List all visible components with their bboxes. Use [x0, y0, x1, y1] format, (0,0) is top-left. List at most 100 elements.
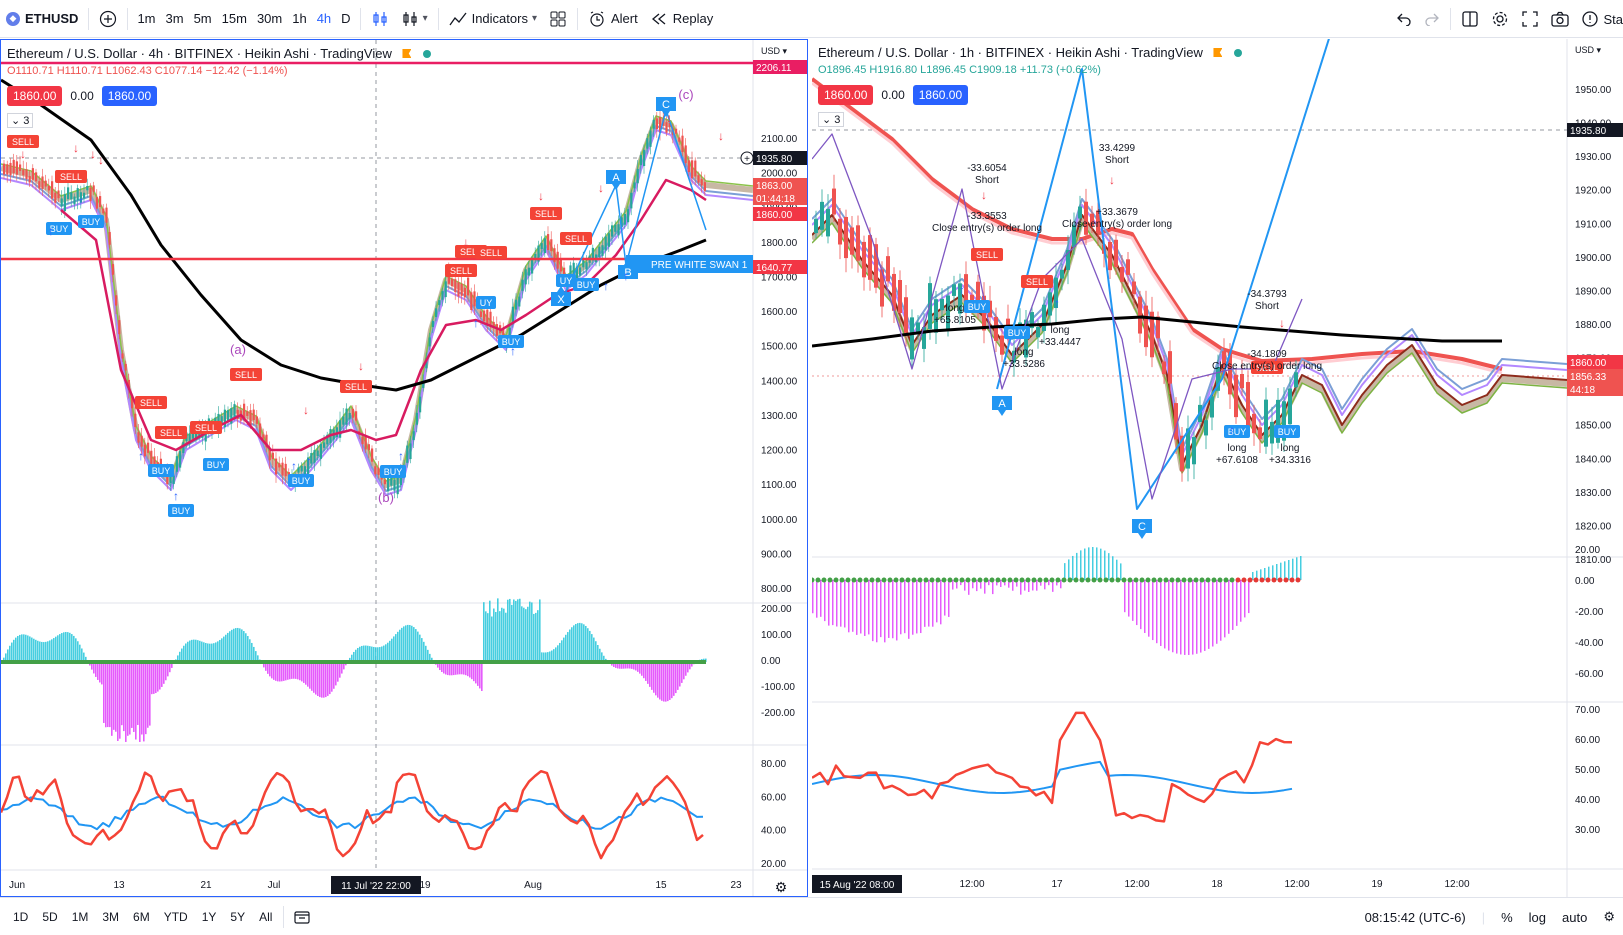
- histogram-bar: [1300, 556, 1302, 580]
- flag-icon[interactable]: [402, 49, 412, 58]
- fullscreen-button[interactable]: [1515, 0, 1545, 38]
- candle-body: [121, 353, 124, 359]
- gear-icon[interactable]: ⚙: [1603, 909, 1615, 924]
- candle-body: [470, 292, 473, 310]
- market-open-icon: [423, 50, 432, 58]
- price-tick: 900.00: [761, 549, 792, 560]
- histogram-bar: [852, 580, 854, 632]
- timeframe-1m[interactable]: 1m: [137, 11, 156, 26]
- histogram-bar: [1176, 580, 1178, 654]
- timeframe-3m[interactable]: 3m: [165, 11, 184, 26]
- strategy-annotation-l1: -34.3793: [1247, 289, 1287, 300]
- trade-signal-2: SELL: [1026, 277, 1048, 287]
- candle-body: [22, 169, 25, 176]
- candle-body: [435, 308, 438, 318]
- left-buy-button[interactable]: 1860.00: [101, 86, 158, 106]
- indicators-button[interactable]: Indicators ▾: [443, 0, 543, 38]
- range-6m[interactable]: 6M: [133, 909, 150, 924]
- histogram-bar: [389, 640, 391, 662]
- auto-scale-toggle[interactable]: auto: [1562, 909, 1588, 925]
- timeframe-5m[interactable]: 5m: [193, 11, 212, 26]
- candle-body: [1162, 361, 1166, 375]
- range-ytd[interactable]: YTD: [163, 909, 188, 924]
- candle-body: [220, 416, 223, 425]
- range-3m[interactable]: 3M: [102, 909, 120, 924]
- histogram-bar: [325, 662, 327, 698]
- range-5d[interactable]: 5D: [42, 909, 58, 924]
- zero-dot: [1043, 577, 1049, 583]
- zero-dot: [881, 577, 887, 583]
- candle-body: [940, 299, 944, 311]
- candle-body: [627, 209, 630, 223]
- histogram-bar: [409, 625, 411, 662]
- candle-body: [633, 182, 636, 189]
- range-5y[interactable]: 5Y: [230, 909, 246, 924]
- histogram-bar: [667, 662, 669, 702]
- range-1m[interactable]: 1M: [71, 909, 89, 924]
- histogram-bar: [872, 580, 874, 642]
- timezone-clock[interactable]: 08:15:42 (UTC-6): [1364, 909, 1466, 925]
- histogram-bar: [381, 646, 383, 662]
- timeframe-4h[interactable]: 4h: [316, 11, 332, 26]
- histogram-bar: [447, 662, 449, 676]
- left-sell-button[interactable]: 1860.00: [7, 86, 63, 106]
- replay-button[interactable]: Replay: [644, 0, 719, 38]
- histogram-bar: [153, 662, 155, 694]
- symbol-search[interactable]: ◆ ETHUSD: [0, 0, 84, 38]
- compare-symbol-button[interactable]: [93, 0, 123, 38]
- trade-signal-3: BUY: [1008, 328, 1027, 338]
- undo-button[interactable]: [1390, 0, 1418, 38]
- zero-dot: [1109, 577, 1115, 583]
- trade-signal-19-tag: [530, 207, 562, 220]
- range-1y[interactable]: 1Y: [201, 909, 217, 924]
- right-buy-button[interactable]: 1860.00: [912, 85, 969, 105]
- histogram-bar: [165, 662, 167, 681]
- strategy-annotation-l2: Close entry(s) order long: [1212, 361, 1322, 372]
- buy-arrow-7: ↑: [473, 316, 479, 330]
- left-indicator-toggle[interactable]: ⌄ 3: [7, 113, 34, 128]
- left-chart-pane[interactable]: PRE WHITE SWAN 1 X A B C SELL SELL BUY BUY SELL SE…: [0, 39, 808, 897]
- price-label-level: 1640.77: [756, 263, 793, 274]
- flag-icon[interactable]: [1213, 48, 1223, 57]
- histogram-bar: [507, 599, 509, 662]
- goto-date-button[interactable]: [288, 898, 316, 935]
- layouts-button[interactable]: [543, 0, 573, 38]
- timeframe-30m[interactable]: 30m: [256, 11, 283, 26]
- right-chart-pane[interactable]: A C BUY SELL SELL BUY BUY BUY SELL -33.6054 Short -…: [812, 39, 1623, 897]
- histogram-bar: [1192, 580, 1194, 655]
- candle-body: [323, 442, 326, 448]
- trade-signal-20-tag: [560, 232, 592, 245]
- candle-body: [1294, 372, 1298, 388]
- candle-body: [703, 182, 706, 192]
- chart-type-button[interactable]: ▾: [395, 0, 434, 38]
- percent-scale-toggle[interactable]: %: [1501, 909, 1513, 925]
- histogram-bar: [1084, 548, 1086, 580]
- histogram-bar: [385, 644, 387, 662]
- bar-style-button[interactable]: [365, 0, 395, 38]
- right-indicator-toggle[interactable]: ⌄ 3: [818, 112, 845, 127]
- range-all[interactable]: All: [259, 909, 273, 924]
- gear-icon: ⚙: [775, 879, 788, 895]
- add-circle-icon: [100, 10, 117, 27]
- settings-button[interactable]: [1485, 0, 1515, 38]
- redo-button[interactable]: [1418, 0, 1446, 38]
- screenshot-button[interactable]: [1545, 0, 1575, 38]
- redo-icon: [1425, 13, 1440, 26]
- histogram-bar: [103, 662, 105, 723]
- right-sell-button[interactable]: 1860.00: [818, 85, 874, 105]
- publish-button[interactable]: Sta: [1575, 0, 1623, 38]
- candle-body: [111, 264, 114, 275]
- left-chart-canvas[interactable]: PRE WHITE SWAN 1XABCSELLSELLBUYBUYSELLSE…: [1, 40, 808, 897]
- timeframe-1h[interactable]: 1h: [292, 11, 307, 26]
- timeframe-15m[interactable]: 15m: [221, 11, 247, 26]
- timeframe-d[interactable]: D: [341, 11, 351, 26]
- log-scale-toggle[interactable]: log: [1528, 909, 1547, 925]
- range-1d[interactable]: 1D: [13, 909, 29, 924]
- candle-body: [691, 160, 694, 179]
- layout-select-button[interactable]: [1455, 0, 1485, 38]
- candle-body: [1126, 259, 1130, 275]
- price-label-crosshair: 1935.80: [1570, 126, 1607, 137]
- alert-button[interactable]: Alert: [582, 0, 644, 38]
- histogram-bar: [179, 651, 181, 662]
